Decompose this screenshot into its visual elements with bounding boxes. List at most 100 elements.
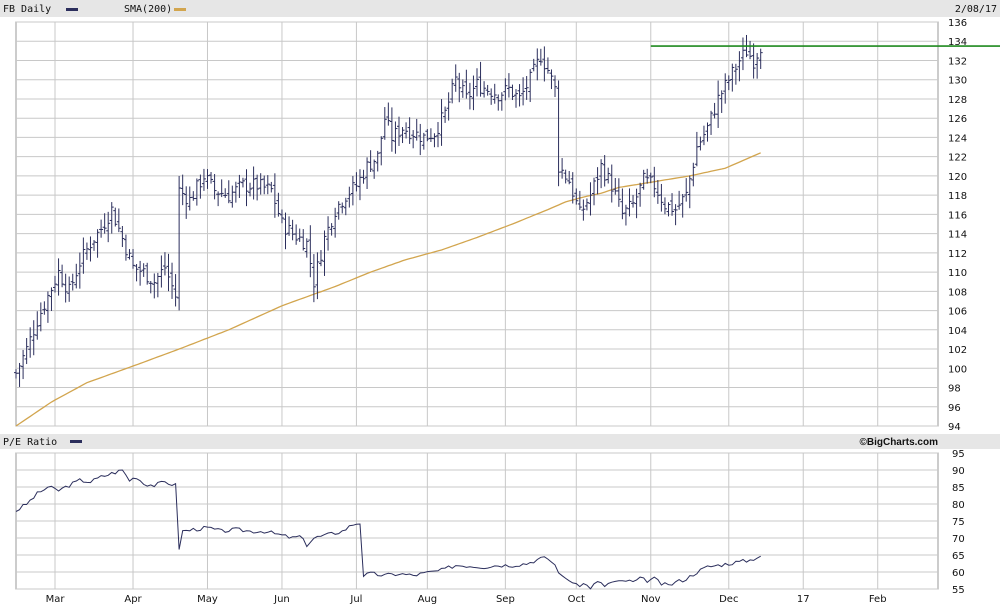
month-tick-label: May: [197, 594, 218, 605]
price-bar: [276, 192, 281, 217]
price-bar: [719, 90, 724, 113]
price-bar: [372, 159, 377, 179]
price-bar: [510, 84, 515, 101]
price-y-tick: 110: [948, 268, 967, 279]
price-bar: [134, 263, 139, 282]
price-bar: [638, 182, 643, 207]
pe-y-tick: 90: [952, 466, 965, 477]
price-bar: [648, 172, 653, 184]
price-bar: [38, 302, 43, 332]
price-bar: [538, 48, 543, 66]
price-bar: [173, 274, 178, 307]
price-bar: [560, 158, 565, 179]
price-bar: [336, 201, 341, 220]
price-bar: [343, 197, 348, 216]
price-bar: [123, 234, 128, 261]
pe-label: P/E Ratio: [3, 437, 57, 448]
price-bar: [198, 174, 203, 199]
price-bar: [354, 172, 359, 192]
price-bar: [528, 69, 533, 103]
price-y-tick: 112: [948, 249, 967, 260]
pe-y-tick: 55: [952, 585, 965, 596]
price-y-tick: 126: [948, 114, 967, 125]
price-y-tick: 132: [948, 56, 967, 67]
price-bar: [212, 174, 217, 200]
sma-layer: [15, 152, 761, 427]
price-bar: [63, 273, 68, 303]
price-bar: [159, 255, 164, 288]
price-bar: [705, 122, 710, 142]
pe-y-axis: 55 60 65 70 75 80 85 90 95: [952, 449, 965, 596]
price-bar: [737, 51, 742, 82]
price-bar: [574, 188, 579, 205]
price-bar: [240, 177, 245, 188]
pe-grid: [16, 452, 938, 590]
price-bar: [709, 110, 714, 135]
price-bar: [269, 181, 274, 193]
price-bar: [733, 63, 738, 85]
price-bar: [514, 89, 519, 108]
price-bar: [393, 121, 398, 154]
price-bar: [28, 327, 33, 358]
price-bar: [616, 178, 621, 207]
price-bar: [691, 162, 696, 187]
price-bar: [287, 216, 292, 236]
price-bar: [233, 181, 238, 203]
price-legend-swatch: [66, 8, 78, 11]
month-tick-label: Jun: [273, 594, 290, 605]
price-bar: [563, 169, 568, 184]
sma-line: [15, 152, 761, 427]
price-y-tick: 104: [948, 326, 967, 337]
price-bar: [499, 92, 504, 111]
price-bar: [588, 182, 593, 216]
price-bar: [677, 190, 682, 210]
month-tick-label: Sep: [496, 594, 515, 605]
ticker-label: FB Daily: [3, 4, 51, 15]
pe-line: [15, 469, 761, 590]
price-bar: [194, 178, 199, 206]
price-y-tick: 98: [948, 384, 961, 395]
pe-panel: 55 60 65 70 75 80 85 90 95: [15, 449, 965, 596]
price-bar: [701, 125, 706, 146]
price-bar: [584, 198, 589, 211]
price-bar: [446, 92, 451, 121]
month-tick-label: Jul: [349, 594, 362, 605]
price-bar: [81, 237, 86, 274]
price-bar: [201, 168, 206, 191]
price-y-tick: 134: [948, 37, 967, 48]
price-y-tick: 122: [948, 153, 967, 164]
price-y-tick: 108: [948, 287, 967, 298]
pe-y-tick: 70: [952, 534, 965, 545]
price-bar: [17, 362, 22, 387]
month-tick-label: Dec: [719, 594, 738, 605]
price-bar: [74, 263, 79, 289]
price-bar: [209, 172, 214, 184]
price-bar: [404, 122, 409, 139]
price-y-axis: 94 96 98 100 102 104 106 108 110 112 114 116 118 120 1…: [948, 18, 967, 433]
price-bar: [166, 253, 171, 292]
price-y-tick: 100: [948, 364, 967, 375]
price-bar: [524, 76, 529, 100]
price-bar: [272, 173, 277, 218]
sma-legend-label: SMA(200): [124, 4, 172, 15]
month-tick-label: Nov: [641, 594, 661, 605]
price-bar: [88, 236, 93, 262]
month-tick-label: Mar: [46, 594, 66, 605]
price-bar: [439, 99, 444, 146]
price-bar: [606, 167, 611, 184]
price-bar: [389, 107, 394, 152]
price-bar: [180, 174, 185, 206]
price-bar: [42, 301, 47, 315]
header-date: 2/08/17: [955, 4, 997, 15]
pe-y-tick: 95: [952, 449, 965, 460]
price-bar: [489, 88, 494, 105]
price-bar: [304, 238, 309, 258]
price-bar: [283, 212, 288, 250]
price-bar: [503, 78, 508, 101]
price-bar: [205, 169, 210, 189]
price-bar: [492, 83, 497, 104]
price-bar: [698, 136, 703, 151]
price-bar: [251, 166, 256, 200]
price-bar: [258, 173, 263, 195]
price-bar: [641, 169, 646, 190]
